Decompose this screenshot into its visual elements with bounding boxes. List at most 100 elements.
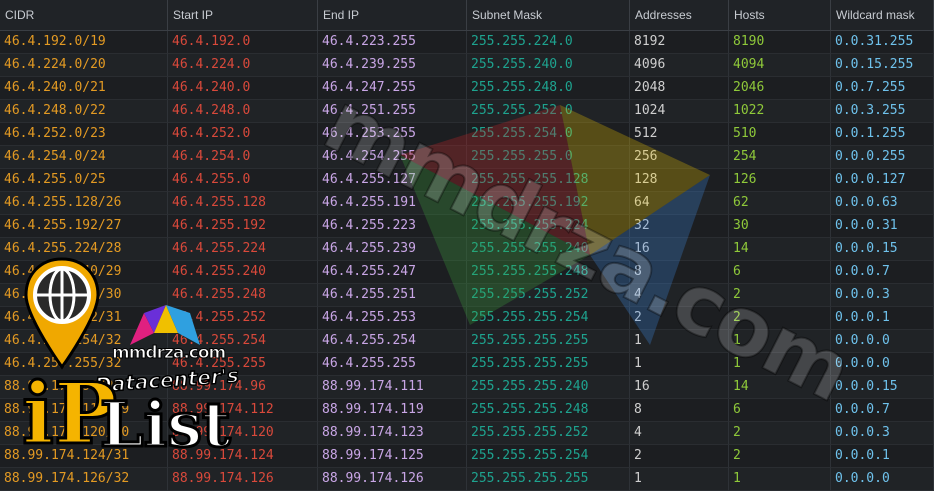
hosts-cell: 126 (729, 169, 831, 192)
hosts-cell: 14 (729, 238, 831, 261)
end-ip-cell: 46.4.255.255 (318, 353, 467, 376)
column-header-end-ip[interactable]: End IP (318, 0, 467, 31)
subnet-mask-cell: 255.255.255.240 (467, 376, 630, 399)
subnet-mask-cell: 255.255.255.255 (467, 353, 630, 376)
hosts-cell: 2 (729, 284, 831, 307)
cidr-cell: 88.99.174.124/31 (0, 445, 168, 468)
subnet-mask-cell: 255.255.255.248 (467, 261, 630, 284)
wildcard-mask-cell: 0.0.7.255 (831, 77, 934, 100)
addresses-cell: 4 (630, 284, 729, 307)
hosts-cell: 6 (729, 399, 831, 422)
cidr-cell: 46.4.192.0/19 (0, 31, 168, 54)
column-header-cidr[interactable]: CIDR (0, 0, 168, 31)
start-ip-cell: 46.4.240.0 (168, 77, 318, 100)
subnet-mask-cell: 255.255.255.224 (467, 215, 630, 238)
subnet-mask-cell: 255.255.255.192 (467, 192, 630, 215)
addresses-cell: 256 (630, 146, 729, 169)
cidr-cell: 88.99.174.112/29 (0, 399, 168, 422)
start-ip-cell: 88.99.174.120 (168, 422, 318, 445)
hosts-cell: 510 (729, 123, 831, 146)
cidr-cell: 46.4.252.0/23 (0, 123, 168, 146)
hosts-cell: 2 (729, 445, 831, 468)
column-header-addresses[interactable]: Addresses (630, 0, 729, 31)
start-ip-cell: 46.4.224.0 (168, 54, 318, 77)
end-ip-cell: 88.99.174.126 (318, 468, 467, 491)
cidr-cell: 46.4.255.224/28 (0, 238, 168, 261)
addresses-cell: 512 (630, 123, 729, 146)
wildcard-mask-cell: 0.0.3.255 (831, 100, 934, 123)
start-ip-cell: 46.4.192.0 (168, 31, 318, 54)
wildcard-mask-cell: 0.0.0.7 (831, 399, 934, 422)
wildcard-mask-cell: 0.0.0.0 (831, 330, 934, 353)
addresses-cell: 1024 (630, 100, 729, 123)
start-ip-cell: 46.4.252.0 (168, 123, 318, 146)
column-header-subnet-mask[interactable]: Subnet Mask (467, 0, 630, 31)
cidr-cell: 46.4.255.254/32 (0, 330, 168, 353)
end-ip-cell: 88.99.174.111 (318, 376, 467, 399)
wildcard-mask-cell: 0.0.0.7 (831, 261, 934, 284)
end-ip-cell: 46.4.255.247 (318, 261, 467, 284)
start-ip-cell: 88.99.174.124 (168, 445, 318, 468)
subnet-mask-cell: 255.255.255.240 (467, 238, 630, 261)
addresses-cell: 128 (630, 169, 729, 192)
wildcard-mask-cell: 0.0.0.127 (831, 169, 934, 192)
addresses-cell: 4 (630, 422, 729, 445)
hosts-cell: 2 (729, 422, 831, 445)
cidr-cell: 88.99.174.96/28 (0, 376, 168, 399)
cidr-cell: 46.4.255.252/31 (0, 307, 168, 330)
end-ip-cell: 46.4.254.255 (318, 146, 467, 169)
start-ip-cell: 88.99.174.126 (168, 468, 318, 491)
subnet-mask-cell: 255.255.254.0 (467, 123, 630, 146)
hosts-cell: 1 (729, 330, 831, 353)
wildcard-mask-cell: 0.0.0.1 (831, 445, 934, 468)
subnet-mask-cell: 255.255.255.254 (467, 307, 630, 330)
end-ip-cell: 46.4.223.255 (318, 31, 467, 54)
subnet-mask-cell: 255.255.255.252 (467, 284, 630, 307)
addresses-cell: 8192 (630, 31, 729, 54)
hosts-cell: 4094 (729, 54, 831, 77)
wildcard-mask-cell: 0.0.0.3 (831, 284, 934, 307)
start-ip-cell: 88.99.174.112 (168, 399, 318, 422)
subnet-mask-cell: 255.255.252.0 (467, 100, 630, 123)
end-ip-cell: 46.4.255.254 (318, 330, 467, 353)
column-header-hosts[interactable]: Hosts (729, 0, 831, 31)
cidr-cell: 46.4.248.0/22 (0, 100, 168, 123)
wildcard-mask-cell: 0.0.31.255 (831, 31, 934, 54)
hosts-cell: 1 (729, 468, 831, 491)
end-ip-cell: 46.4.255.251 (318, 284, 467, 307)
hosts-cell: 1022 (729, 100, 831, 123)
hosts-cell: 8190 (729, 31, 831, 54)
start-ip-cell: 46.4.255.252 (168, 307, 318, 330)
end-ip-cell: 46.4.247.255 (318, 77, 467, 100)
addresses-cell: 4096 (630, 54, 729, 77)
addresses-cell: 1 (630, 330, 729, 353)
cidr-cell: 46.4.255.255/32 (0, 353, 168, 376)
end-ip-cell: 46.4.255.239 (318, 238, 467, 261)
start-ip-cell: 46.4.255.255 (168, 353, 318, 376)
cidr-cell: 88.99.174.126/32 (0, 468, 168, 491)
addresses-cell: 1 (630, 353, 729, 376)
hosts-cell: 30 (729, 215, 831, 238)
wildcard-mask-cell: 0.0.0.15 (831, 238, 934, 261)
subnet-mask-cell: 255.255.255.248 (467, 399, 630, 422)
addresses-cell: 32 (630, 215, 729, 238)
column-header-wildcard-mask[interactable]: Wildcard mask (831, 0, 934, 31)
wildcard-mask-cell: 0.0.0.0 (831, 468, 934, 491)
cidr-cell: 46.4.255.0/25 (0, 169, 168, 192)
hosts-cell: 254 (729, 146, 831, 169)
start-ip-cell: 46.4.255.254 (168, 330, 318, 353)
wildcard-mask-cell: 0.0.0.31 (831, 215, 934, 238)
start-ip-cell: 46.4.248.0 (168, 100, 318, 123)
start-ip-cell: 46.4.254.0 (168, 146, 318, 169)
end-ip-cell: 88.99.174.119 (318, 399, 467, 422)
subnet-mask-cell: 255.255.255.0 (467, 146, 630, 169)
subnet-mask-cell: 255.255.255.254 (467, 445, 630, 468)
wildcard-mask-cell: 0.0.0.0 (831, 353, 934, 376)
addresses-cell: 2 (630, 445, 729, 468)
subnet-mask-cell: 255.255.240.0 (467, 54, 630, 77)
end-ip-cell: 46.4.255.127 (318, 169, 467, 192)
start-ip-cell: 46.4.255.248 (168, 284, 318, 307)
column-header-start-ip[interactable]: Start IP (168, 0, 318, 31)
subnet-mask-cell: 255.255.255.252 (467, 422, 630, 445)
